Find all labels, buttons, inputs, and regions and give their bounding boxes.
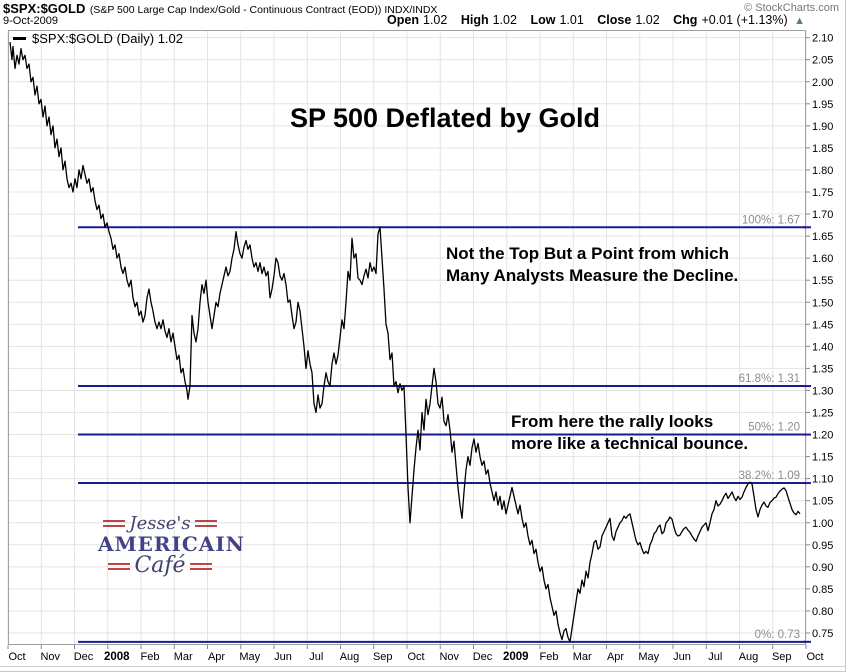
y-axis-label: 1.05 <box>812 496 833 508</box>
y-axis-label: 1.40 <box>812 341 833 353</box>
red-speedlines-icon <box>194 519 217 528</box>
red-speedlines-icon <box>103 519 126 528</box>
x-axis-label: Dec <box>74 651 94 663</box>
fib-level-label: 50%: 1.20 <box>748 422 800 434</box>
y-axis-label: 1.90 <box>812 121 833 133</box>
high-label: High <box>460 13 489 27</box>
x-axis-label: Dec <box>473 651 493 663</box>
x-axis-label: 2008 <box>104 651 130 663</box>
y-axis-label: 1.80 <box>812 165 833 177</box>
watermark-americain: AMERICAIN <box>98 532 245 556</box>
low-label: Low <box>530 13 556 27</box>
y-axis-label: 1.60 <box>812 253 833 265</box>
open-value: 1.02 <box>423 13 448 27</box>
x-axis-label: Oct <box>806 651 823 663</box>
y-axis-label: 0.75 <box>812 628 833 640</box>
x-axis-label: Oct <box>407 651 424 663</box>
y-axis-label: 1.45 <box>812 319 833 331</box>
x-axis-label: Sep <box>772 651 792 663</box>
x-axis-label: May <box>638 651 659 663</box>
change-label: Chg <box>673 13 698 27</box>
x-axis-label: Mar <box>573 651 592 663</box>
y-axis-label: 0.95 <box>812 540 833 552</box>
y-axis-label: 1.65 <box>812 231 833 243</box>
x-axis-label: Feb <box>540 651 559 663</box>
y-axis-label: 1.95 <box>812 99 833 111</box>
y-axis-label: 1.85 <box>812 143 833 155</box>
y-axis-label: 0.85 <box>812 584 833 596</box>
x-axis-label: Feb <box>141 651 160 663</box>
legend-label: $SPX:$GOLD (Daily) 1.02 <box>32 31 184 46</box>
x-axis-label: Mar <box>174 651 193 663</box>
x-axis-label: Jul <box>708 651 722 663</box>
x-axis-label: Nov <box>40 651 60 663</box>
x-axis-label: Jun <box>274 651 292 663</box>
fib-level-label: 100%: 1.67 <box>742 214 800 226</box>
ticker-symbol: $SPX:$GOLD <box>3 1 86 16</box>
y-axis-label: 1.55 <box>812 275 833 287</box>
decline-measure-note: Not the Top But a Point from which Many … <box>446 244 739 285</box>
y-axis-label: 1.30 <box>812 385 833 397</box>
watermark-cafe: Café <box>134 553 186 578</box>
ohlc-quote-row: Open 1.02 High 1.02 Low 1.01 Close 1.02 Chg +… <box>387 13 805 27</box>
stockcharts-copyright: © StockCharts.com <box>744 2 839 14</box>
series-legend: $SPX:$GOLD (Daily) 1.02 <box>13 31 183 46</box>
chart-date: 9-Oct-2009 <box>3 15 59 27</box>
x-axis-label: Apr <box>607 651 624 663</box>
y-axis-label: 1.10 <box>812 474 833 486</box>
y-axis-label: 2.10 <box>812 33 833 45</box>
line-swatch-icon <box>13 37 26 41</box>
chart-header: $SPX:$GOLD (S&P 500 Large Cap Index/Gold… <box>3 0 437 18</box>
price-line <box>9 42 801 643</box>
chart-title: SP 500 Deflated by Gold <box>289 103 601 133</box>
x-axis-label: Aug <box>739 651 759 663</box>
change-up-icon: ▲ <box>794 15 805 27</box>
open-label: Open <box>387 13 419 27</box>
watermark-row-3: Café <box>98 553 222 578</box>
y-axis-label: 2.05 <box>812 55 833 67</box>
x-axis-label: Apr <box>208 651 225 663</box>
y-axis-label: 1.35 <box>812 363 833 375</box>
x-axis-label: May <box>239 651 260 663</box>
plot-border <box>8 30 806 645</box>
close-label: Close <box>597 13 632 27</box>
close-value: 1.02 <box>635 13 660 27</box>
high-value: 1.02 <box>492 13 517 27</box>
x-axis-label: Jun <box>673 651 691 663</box>
change-value: +0.01 (+1.13%) <box>701 13 788 27</box>
low-value: 1.01 <box>559 13 584 27</box>
x-axis-label: Aug <box>340 651 360 663</box>
fib-level-label: 61.8%: 1.31 <box>739 373 800 385</box>
y-axis-label: 1.70 <box>812 209 833 221</box>
watermark-logo: Jesse's AMERICAIN Café <box>98 513 245 578</box>
x-axis-label: Sep <box>373 651 393 663</box>
y-axis-label: 2.00 <box>812 77 833 89</box>
red-speedlines-icon <box>189 563 212 571</box>
watermark-jesses: Jesse's <box>129 513 191 534</box>
x-axis-label: Nov <box>439 651 459 663</box>
x-axis-label: Oct <box>8 651 25 663</box>
x-axis-label: 2009 <box>503 651 529 663</box>
y-axis-label: 1.15 <box>812 452 833 464</box>
technical-bounce-note: From here the rally looks more like a te… <box>511 412 749 453</box>
y-axis-label: 1.00 <box>812 518 833 530</box>
fib-level-label: 38.2%: 1.09 <box>739 470 800 482</box>
y-axis-label: 1.75 <box>812 187 833 199</box>
y-axis-label: 1.25 <box>812 408 833 420</box>
fib-level-label: 0%: 0.73 <box>755 629 800 641</box>
watermark-row-1: Jesse's <box>98 513 222 534</box>
y-axis-label: 1.20 <box>812 430 833 442</box>
x-axis-label: Jul <box>309 651 323 663</box>
y-axis-label: 0.90 <box>812 562 833 574</box>
y-axis-label: 1.50 <box>812 297 833 309</box>
y-axis-label: 0.80 <box>812 606 833 618</box>
ticker-description: (S&P 500 Large Cap Index/Gold - Continuo… <box>89 4 438 16</box>
red-speedlines-icon <box>108 563 131 571</box>
